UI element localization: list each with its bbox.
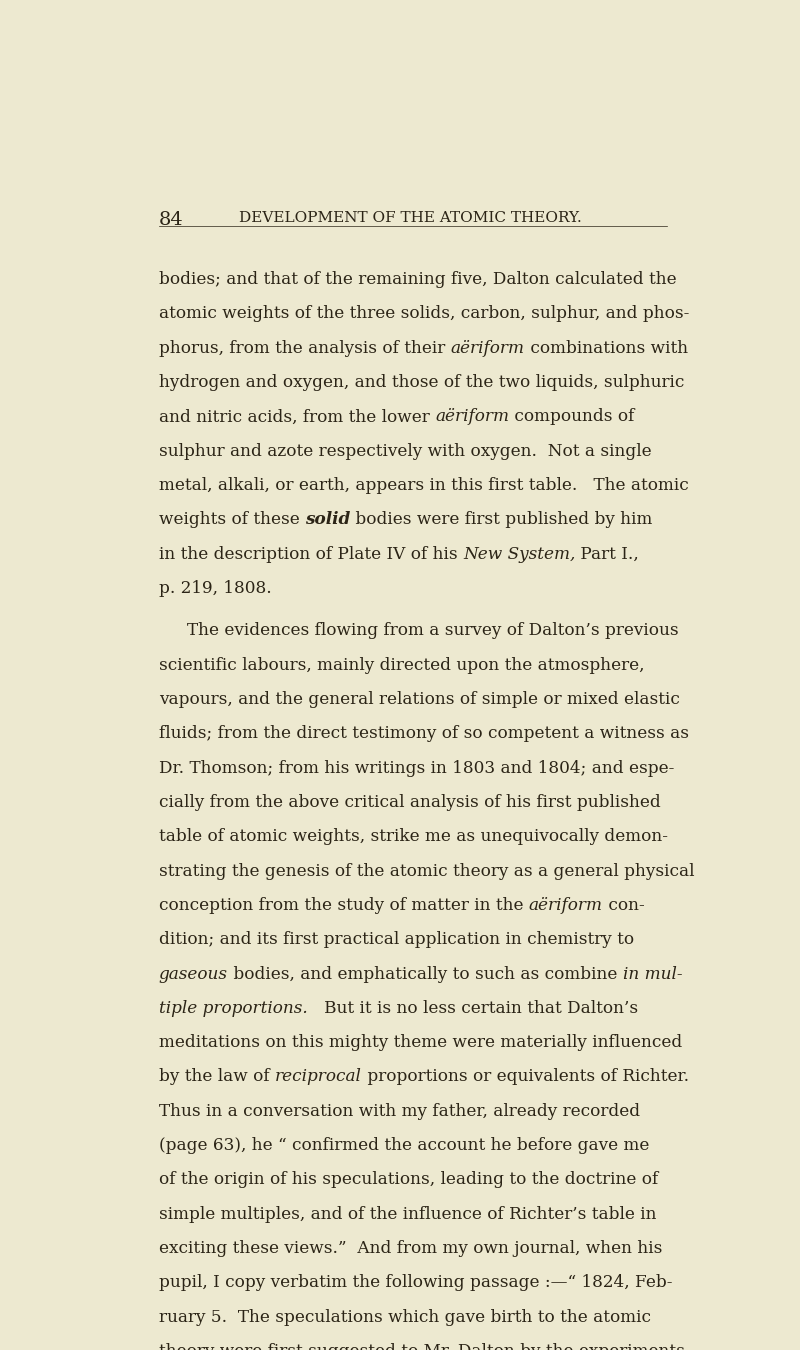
Text: proportions or equivalents of Richter.: proportions or equivalents of Richter. (362, 1068, 689, 1085)
Text: combinations with: combinations with (525, 340, 688, 356)
Text: sulphur and azote respectively with oxygen.  Not a single: sulphur and azote respectively with oxyg… (159, 443, 651, 459)
Text: exciting these views.”  And from my own journal, when his: exciting these views.” And from my own j… (159, 1239, 662, 1257)
Text: meditations on this mighty theme were materially influenced: meditations on this mighty theme were ma… (159, 1034, 682, 1052)
Text: p. 219, 1808.: p. 219, 1808. (159, 580, 272, 597)
Text: simple multiples, and of the influence of Richter’s table in: simple multiples, and of the influence o… (159, 1206, 656, 1223)
Text: table of atomic weights, strike me as unequivocally demon-: table of atomic weights, strike me as un… (159, 829, 668, 845)
Text: aëriform: aëriform (450, 340, 525, 356)
Text: ruary 5.  The speculations which gave birth to the atomic: ruary 5. The speculations which gave bir… (159, 1308, 651, 1326)
Text: con-: con- (602, 896, 645, 914)
Text: (page 63), he “ confirmed the account he before gave me: (page 63), he “ confirmed the account he… (159, 1137, 650, 1154)
Text: and nitric acids, from the lower: and nitric acids, from the lower (159, 408, 435, 425)
Text: solid: solid (305, 512, 350, 528)
Text: scientific labours, mainly directed upon the atmosphere,: scientific labours, mainly directed upon… (159, 657, 645, 674)
Text: conception from the study of matter in the: conception from the study of matter in t… (159, 896, 529, 914)
Text: weights of these: weights of these (159, 512, 305, 528)
Text: in mul-: in mul- (622, 965, 682, 983)
Text: Thus in a conversation with my father, already recorded: Thus in a conversation with my father, a… (159, 1103, 640, 1119)
Text: Part I.,: Part I., (575, 545, 639, 563)
Text: gaseous: gaseous (159, 965, 228, 983)
Text: tiple proportions.: tiple proportions. (159, 1000, 308, 1017)
Text: fluids; from the direct testimony of so competent a witness as: fluids; from the direct testimony of so … (159, 725, 689, 743)
Text: strating the genesis of the atomic theory as a general physical: strating the genesis of the atomic theor… (159, 863, 694, 880)
Text: bodies, and emphatically to such as combine: bodies, and emphatically to such as comb… (228, 965, 622, 983)
Text: vapours, and the general relations of simple or mixed elastic: vapours, and the general relations of si… (159, 691, 680, 709)
Text: DEVELOPMENT OF THE ATOMIC THEORY.: DEVELOPMENT OF THE ATOMIC THEORY. (238, 211, 582, 225)
Text: theory were first suggested to Mr. Dalton by the experiments: theory were first suggested to Mr. Dalto… (159, 1343, 685, 1350)
Text: reciprocal: reciprocal (275, 1068, 362, 1085)
Text: by the law of: by the law of (159, 1068, 275, 1085)
Text: atomic weights of the three solids, carbon, sulphur, and phos-: atomic weights of the three solids, carb… (159, 305, 690, 323)
Text: bodies were first published by him: bodies were first published by him (350, 512, 653, 528)
Text: But it is no less certain that Dalton’s: But it is no less certain that Dalton’s (308, 1000, 638, 1017)
Text: Dr. Thomson; from his writings in 1803 and 1804; and espe-: Dr. Thomson; from his writings in 1803 a… (159, 760, 674, 776)
Text: phorus, from the analysis of their: phorus, from the analysis of their (159, 340, 450, 356)
Text: New System,: New System, (463, 545, 575, 563)
Text: pupil, I copy verbatim the following passage :—“ 1824, Feb-: pupil, I copy verbatim the following pas… (159, 1274, 672, 1291)
Text: metal, alkali, or earth, appears in this first table.   The atomic: metal, alkali, or earth, appears in this… (159, 477, 689, 494)
Text: compounds of: compounds of (509, 408, 634, 425)
Text: dition; and its first practical application in chemistry to: dition; and its first practical applicat… (159, 931, 634, 948)
Text: aëriform: aëriform (529, 896, 602, 914)
Text: in the description of Plate IV of his: in the description of Plate IV of his (159, 545, 463, 563)
Text: 84: 84 (159, 211, 184, 230)
Text: hydrogen and oxygen, and those of the two liquids, sulphuric: hydrogen and oxygen, and those of the tw… (159, 374, 684, 392)
Text: The evidences flowing from a survey of Dalton’s previous: The evidences flowing from a survey of D… (187, 622, 678, 640)
Text: bodies; and that of the remaining five, Dalton calculated the: bodies; and that of the remaining five, … (159, 271, 677, 288)
Text: of the origin of his speculations, leading to the doctrine of: of the origin of his speculations, leadi… (159, 1172, 658, 1188)
Text: aëriform: aëriform (435, 408, 509, 425)
Text: cially from the above critical analysis of his first published: cially from the above critical analysis … (159, 794, 661, 811)
